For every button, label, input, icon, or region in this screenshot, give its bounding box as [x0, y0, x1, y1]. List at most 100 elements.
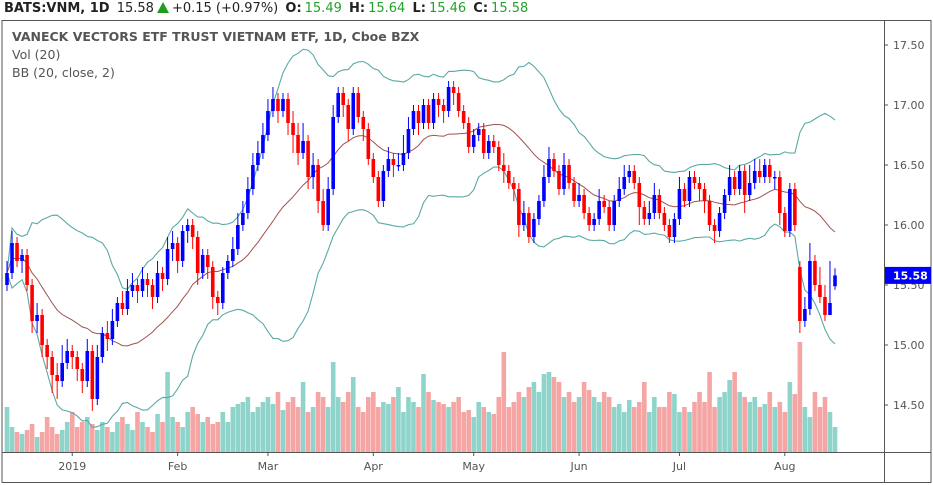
time-axis[interactable]: 2019 Feb Mar Apr May Jun Jul Aug [58, 452, 796, 473]
volume-bar [74, 427, 80, 452]
candle [491, 135, 496, 153]
volume-bar [260, 402, 266, 452]
volume-bar [461, 412, 466, 452]
candle [687, 171, 692, 207]
volume-bar [220, 412, 226, 452]
candle-body [496, 147, 501, 165]
volume-bar [185, 412, 190, 452]
volume-bar [722, 392, 727, 452]
candle [522, 201, 526, 231]
candle-body [231, 249, 235, 261]
legend-volume[interactable]: Vol (20) [12, 47, 61, 62]
volume-bar [84, 417, 90, 452]
candle [296, 123, 300, 165]
volume-bar [451, 402, 456, 452]
volume-bar [697, 392, 702, 452]
candle-body [195, 237, 200, 273]
candle-body [411, 111, 416, 129]
candle-body [461, 111, 466, 123]
volume-bar [225, 422, 231, 452]
candle-body [376, 177, 381, 201]
candle-body [617, 189, 622, 201]
volume-bar [556, 382, 562, 452]
candle-body [828, 303, 832, 315]
candle [381, 165, 386, 207]
candle-body [256, 153, 260, 165]
candle-body [220, 273, 225, 303]
candle [582, 189, 586, 219]
candle-body [552, 159, 556, 171]
candle [351, 87, 356, 135]
candle [40, 309, 44, 357]
candle-body [331, 117, 335, 189]
volume-bar [100, 422, 105, 452]
volume-bar [125, 424, 130, 452]
volume-bar [230, 407, 236, 452]
candle-body [486, 141, 491, 153]
volume-bar [240, 402, 246, 452]
volume-bar [69, 412, 75, 452]
price-tick-label: 15.00 [893, 339, 925, 352]
candle-body [813, 261, 817, 285]
candle-body [10, 243, 14, 273]
candle-body [722, 195, 727, 213]
candle [100, 327, 105, 363]
candle [110, 309, 115, 345]
candle [30, 279, 34, 333]
volume-bar [747, 402, 752, 452]
volume-bar [280, 410, 286, 452]
candle-body [481, 129, 486, 153]
candle-body [120, 303, 125, 309]
legend-bb[interactable]: BB (20, close, 2) [12, 65, 115, 80]
candle [200, 249, 205, 279]
volume-bar [59, 430, 65, 452]
volume-bar [49, 427, 55, 452]
volume-bar [762, 404, 768, 452]
candle-body [441, 105, 446, 111]
candle-body [20, 255, 24, 261]
candle [637, 177, 642, 225]
time-tick-label: 2019 [58, 460, 86, 473]
candle [682, 183, 687, 207]
candle [823, 285, 827, 321]
candle-body [110, 321, 115, 339]
candle-body [532, 219, 536, 237]
candle [512, 177, 516, 201]
bb-lower-line [6, 166, 836, 428]
candle-body [587, 213, 591, 225]
open-label: O: [285, 1, 302, 16]
candle [316, 159, 320, 213]
candle-body [577, 195, 581, 201]
close-label: C: [473, 1, 489, 16]
volume-bar [210, 424, 216, 452]
candle-body [572, 183, 576, 201]
candle [80, 363, 85, 393]
candle-body [662, 213, 667, 225]
candle-body [65, 351, 70, 363]
candle [502, 153, 506, 183]
volume-bar [135, 412, 140, 452]
volume-bar [441, 404, 446, 452]
volume-bar [145, 427, 150, 452]
price-tick-label: 17.50 [893, 39, 925, 52]
candle [767, 159, 772, 183]
candle [762, 159, 767, 183]
candle-body [476, 129, 481, 135]
candle [642, 201, 647, 225]
legend-title[interactable]: VANECK VECTORS ETF TRUST VIETNAM ETF, 1D… [12, 29, 420, 44]
candle-body [502, 165, 506, 171]
candle-body [80, 369, 85, 381]
candle [15, 237, 19, 267]
candle [421, 99, 426, 129]
candle-body [517, 189, 521, 225]
volume-bar [702, 402, 707, 452]
volume-bar [160, 422, 165, 452]
volume-bar [245, 397, 251, 452]
candle-body [471, 135, 476, 147]
volume-bar [782, 412, 788, 452]
volume-bar [411, 402, 416, 452]
candle-body [226, 261, 230, 273]
candle-body [321, 201, 325, 225]
